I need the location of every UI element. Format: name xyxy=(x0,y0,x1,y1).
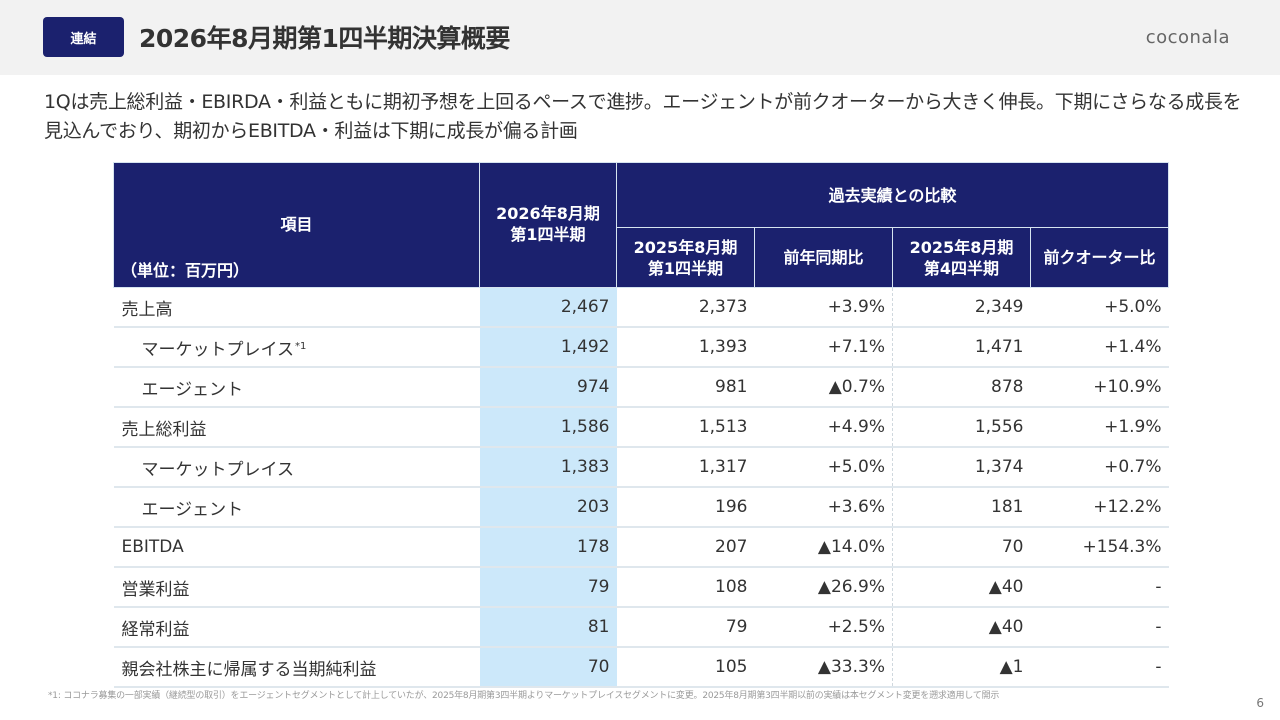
cell-qoq: +12.2% xyxy=(1030,487,1169,528)
cell-prev-year-quarter: 1,513 xyxy=(616,407,755,448)
cell-current-quarter: 1,383 xyxy=(479,447,617,488)
cell-prev-year-quarter: 108 xyxy=(616,567,755,608)
table-row: 営業利益 79 108 ▲26.9% ▲40- xyxy=(113,567,1169,608)
row-label: 売上高 xyxy=(113,287,480,328)
page-number: 6 xyxy=(1256,696,1264,710)
header-unit-label: （単位：百万円） xyxy=(121,261,250,280)
cell-yoy: +3.6% xyxy=(754,487,893,528)
cell-yoy: +7.1% xyxy=(754,327,893,368)
cell-prev-quarter: 2,349 xyxy=(892,287,1031,328)
row-label: 営業利益 xyxy=(113,567,480,608)
row-label-text: 営業利益 xyxy=(121,579,190,600)
cell-prev-year-quarter: 196 xyxy=(616,487,755,528)
results-table: 項目 （単位：百万円） 2026年8月期 第1四半期 過去実績との比較 2025… xyxy=(113,162,1170,688)
row-label-text: マーケットプレイス xyxy=(141,339,295,360)
row-label-text: 親会社株主に帰属する当期純利益 xyxy=(121,659,377,680)
table-row: マーケットプレイス*1 1,492 1,393 +7.1% 1,471 +1.4% xyxy=(113,327,1169,368)
cell-current-quarter: 70 xyxy=(479,647,617,688)
cell-current-quarter: 974 xyxy=(479,367,617,408)
cell-qoq: - xyxy=(1030,567,1169,608)
cell-qoq: - xyxy=(1030,647,1169,688)
cell-prev-quarter: ▲1 xyxy=(892,647,1031,688)
row-label: エージェント xyxy=(113,367,480,408)
cell-yoy: ▲14.0% xyxy=(754,527,893,568)
table-row: 売上高 2,467 2,373 +3.9% 2,349 +5.0% xyxy=(113,287,1169,328)
header-prev-year-quarter: 2025年8月期 第1四半期 xyxy=(616,227,755,288)
cell-prev-year-quarter: 207 xyxy=(616,527,755,568)
company-logo: coconala xyxy=(1145,27,1230,48)
cell-yoy: ▲26.9% xyxy=(754,567,893,608)
header-yoy: 前年同期比 xyxy=(754,227,893,288)
cell-qoq: +1.9% xyxy=(1030,407,1169,448)
cell-current-quarter: 1,586 xyxy=(479,407,617,448)
cell-current-quarter: 178 xyxy=(479,527,617,568)
row-label: EBITDA xyxy=(113,527,480,568)
cell-prev-quarter: 1,471 xyxy=(892,327,1031,368)
header-qoq: 前クオーター比 xyxy=(1029,227,1170,288)
header-prev-quarter: 2025年8月期 第4四半期 xyxy=(892,227,1031,288)
cell-qoq: +10.9% xyxy=(1030,367,1169,408)
cell-yoy: ▲33.3% xyxy=(754,647,893,688)
row-label-text: 売上総利益 xyxy=(121,419,207,440)
cell-qoq: - xyxy=(1030,607,1169,648)
row-label-text: 売上高 xyxy=(121,299,173,320)
row-label-text: マーケットプレイス xyxy=(141,459,295,480)
row-label: 経常利益 xyxy=(113,607,480,648)
header-current-quarter: 2026年8月期 第1四半期 xyxy=(479,162,617,288)
row-label: マーケットプレイス xyxy=(113,447,480,488)
footnote: *1: ココナラ募集の一部実績（継続型の取引）をエージェントセグメントとして計上… xyxy=(48,691,1000,701)
cell-yoy: +2.5% xyxy=(754,607,893,648)
cell-qoq: +154.3% xyxy=(1030,527,1169,568)
row-label-text: EBITDA xyxy=(121,537,184,557)
header-comparison-group: 過去実績との比較 xyxy=(615,162,1170,228)
cell-prev-quarter: 878 xyxy=(892,367,1031,408)
header-item: 項目 （単位：百万円） xyxy=(113,162,480,288)
cell-prev-quarter: ▲40 xyxy=(892,567,1031,608)
table-row: マーケットプレイス 1,383 1,317 +5.0% 1,374 +0.7% xyxy=(113,447,1169,488)
slide-header: 連結 2026年8月期第1四半期決算概要 coconala xyxy=(0,0,1280,75)
cell-prev-quarter: 1,556 xyxy=(892,407,1031,448)
row-label-text: エージェント xyxy=(141,499,244,520)
cell-current-quarter: 81 xyxy=(479,607,617,648)
cell-prev-quarter: 181 xyxy=(892,487,1031,528)
table-row: EBITDA 178 207 ▲14.0% 70 +154.3% xyxy=(113,527,1169,568)
cell-current-quarter: 203 xyxy=(479,487,617,528)
cell-prev-quarter: ▲40 xyxy=(892,607,1031,648)
table-row: エージェント 974 981 ▲0.7% 878 +10.9% xyxy=(113,367,1169,408)
footnote-marker: *1 xyxy=(295,340,307,352)
cell-prev-year-quarter: 1,317 xyxy=(616,447,755,488)
cell-prev-year-quarter: 2,373 xyxy=(616,287,755,328)
cell-yoy: ▲0.7% xyxy=(754,367,893,408)
cell-qoq: +0.7% xyxy=(1030,447,1169,488)
cell-yoy: +3.9% xyxy=(754,287,893,328)
cell-yoy: +5.0% xyxy=(754,447,893,488)
table-row: 経常利益 81 79 +2.5% ▲40- xyxy=(113,607,1169,648)
header-item-label: 項目 xyxy=(280,215,313,234)
row-label-text: エージェント xyxy=(141,379,244,400)
row-label: 親会社株主に帰属する当期純利益 xyxy=(113,647,480,688)
cell-yoy: +4.9% xyxy=(754,407,893,448)
row-label-text: 経常利益 xyxy=(121,619,190,640)
row-label: エージェント xyxy=(113,487,480,528)
table-row: 売上総利益 1,586 1,513 +4.9% 1,556 +1.9% xyxy=(113,407,1169,448)
cell-prev-year-quarter: 79 xyxy=(616,607,755,648)
cell-prev-year-quarter: 105 xyxy=(616,647,755,688)
table-row: エージェント 203 196 +3.6% 181 +12.2% xyxy=(113,487,1169,528)
cell-current-quarter: 2,467 xyxy=(479,287,617,328)
cell-prev-quarter: 1,374 xyxy=(892,447,1031,488)
table-row: 親会社株主に帰属する当期純利益 70 105 ▲33.3% ▲1- xyxy=(113,647,1169,688)
cell-prev-year-quarter: 981 xyxy=(616,367,755,408)
row-label: マーケットプレイス*1 xyxy=(113,327,480,368)
cell-current-quarter: 1,492 xyxy=(479,327,617,368)
cell-prev-year-quarter: 1,393 xyxy=(616,327,755,368)
summary-text: 1Qは売上総利益・EBIRDA・利益ともに期初予想を上回るペースで進捗。エージェ… xyxy=(44,91,1242,142)
row-label: 売上総利益 xyxy=(113,407,480,448)
cell-prev-quarter: 70 xyxy=(892,527,1031,568)
consolidated-badge: 連結 xyxy=(43,17,124,57)
cell-qoq: +1.4% xyxy=(1030,327,1169,368)
page-title: 2026年8月期第1四半期決算概要 xyxy=(139,24,510,53)
cell-qoq: +5.0% xyxy=(1030,287,1169,328)
cell-current-quarter: 79 xyxy=(479,567,617,608)
